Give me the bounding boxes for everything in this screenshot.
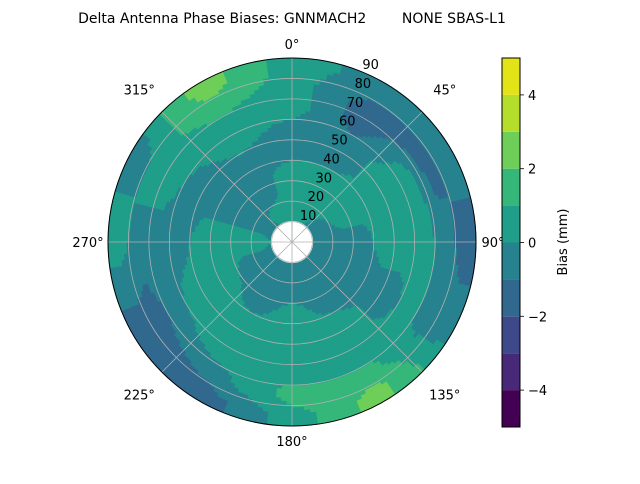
colorbar-segment	[502, 168, 520, 206]
colorbar-segment	[502, 205, 520, 243]
r-tick-label: 10	[300, 209, 317, 224]
colorbar-segment	[502, 242, 520, 280]
r-tick-label: 20	[308, 190, 325, 205]
r-tick-label: 80	[355, 77, 372, 92]
colorbar-segment	[502, 390, 520, 427]
theta-gridline	[161, 241, 293, 373]
r-tick-label: 40	[323, 152, 340, 167]
theta-tick-label: 135°	[429, 389, 460, 404]
polar-grid	[108, 58, 476, 426]
theta-tick-label: 90°	[481, 236, 504, 251]
colorbar-segment	[502, 316, 520, 354]
r-tick-label: 70	[347, 96, 364, 111]
colorbar-label: Bias (mm)	[556, 209, 571, 276]
r-tick-label: 60	[339, 115, 356, 130]
contour-cell	[288, 158, 293, 163]
polar-frame	[107, 57, 477, 427]
colorbar-tick-label: 4	[528, 89, 536, 104]
theta-tick-label: 0°	[285, 38, 300, 53]
r-tick-labels: 10 20 30 40 50 60 70 80 90	[300, 58, 379, 224]
r-tick-label: 50	[331, 134, 348, 149]
colorbar-segment	[502, 94, 520, 132]
colorbar-segment	[502, 279, 520, 317]
colorbar-tick-label: −2	[528, 310, 547, 325]
colorbar-segment	[502, 353, 520, 391]
theta-tick-label: 180°	[276, 435, 307, 450]
theta-gridline	[161, 111, 293, 243]
theta-tick-label: 225°	[124, 389, 155, 404]
theta-tick-label: 270°	[72, 236, 103, 251]
chart-title: Delta Antenna Phase Biases: GNNMACH2 NON…	[78, 11, 506, 27]
theta-gridline	[291, 111, 423, 243]
theta-gridline	[291, 241, 423, 373]
r-tick-label: 90	[362, 58, 379, 73]
colorbar-tick-label: 0	[528, 237, 536, 252]
colorbar-tick-label: −4	[528, 384, 547, 399]
contour-fills	[107, 57, 477, 427]
colorbar-segment	[502, 58, 520, 95]
colorbar: −4 −2 0 2 4	[501, 57, 547, 428]
theta-tick-labels: 0° 45° 90° 135° 180° 225° 270° 315°	[72, 38, 504, 450]
colorbar-segment	[502, 131, 520, 169]
colorbar-tick-label: 2	[528, 163, 536, 178]
r-tick-label: 30	[315, 171, 332, 186]
theta-tick-label: 45°	[433, 83, 456, 98]
theta-tick-label: 315°	[124, 83, 155, 98]
